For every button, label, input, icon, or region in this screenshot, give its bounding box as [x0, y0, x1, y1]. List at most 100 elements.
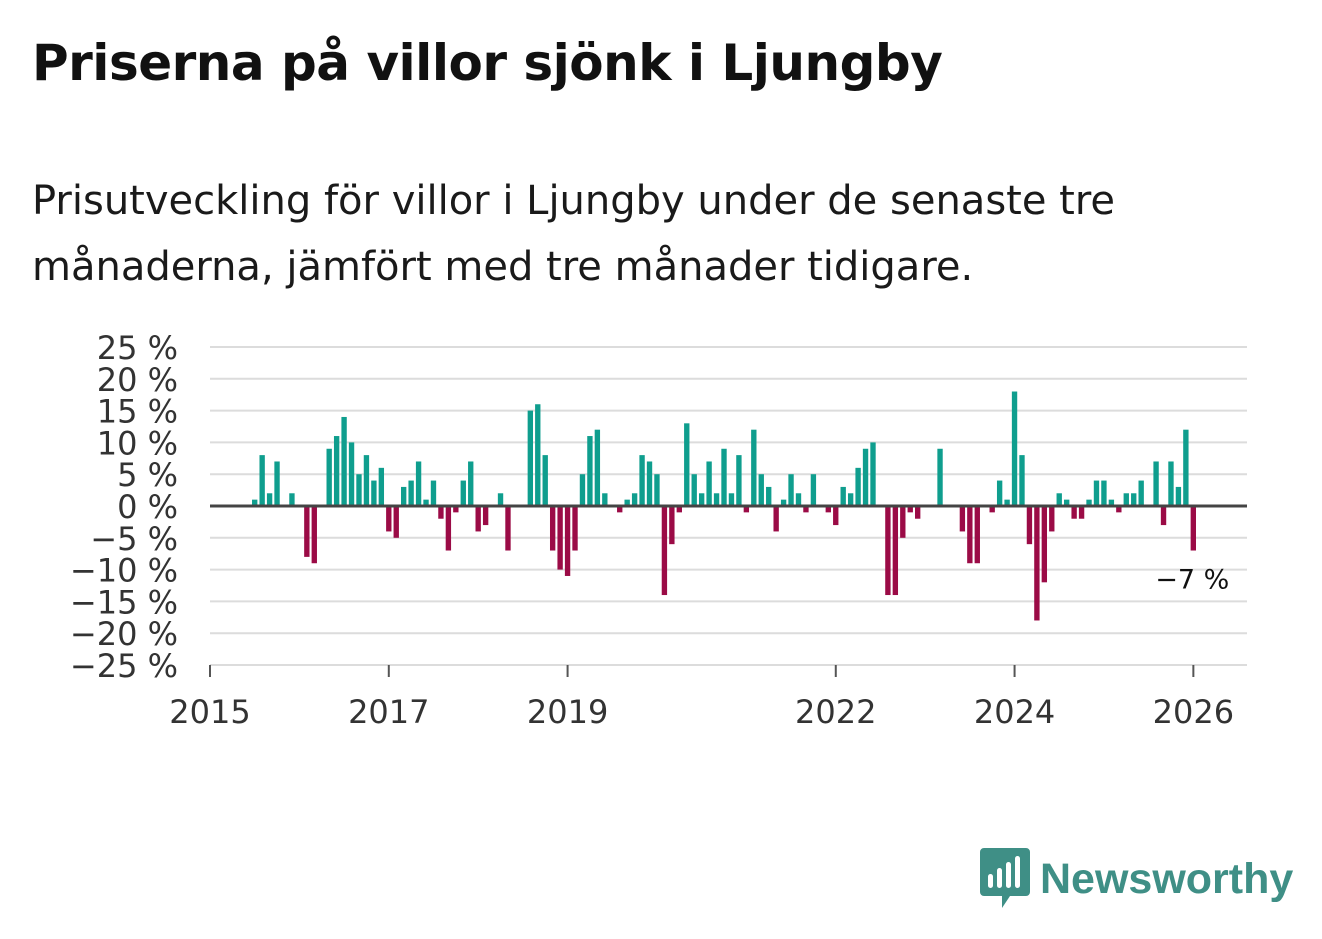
bar	[1004, 499, 1010, 506]
bar	[572, 506, 578, 551]
bar	[661, 506, 668, 596]
bar	[766, 486, 772, 506]
bar	[743, 506, 750, 513]
bar	[974, 506, 980, 564]
bar	[438, 506, 444, 519]
y-tick-label: −20 %	[70, 615, 178, 653]
bar	[1034, 506, 1040, 621]
bar	[639, 455, 645, 506]
bar	[1078, 506, 1085, 519]
bar	[631, 493, 638, 506]
bar	[773, 506, 779, 532]
y-tick-label: −5 %	[90, 520, 178, 558]
bar	[1183, 429, 1189, 506]
y-tick-label: −15 %	[70, 583, 178, 621]
x-tick-label: 2026	[1153, 693, 1234, 731]
bar	[401, 486, 407, 506]
bar	[1049, 506, 1055, 532]
axes	[209, 504, 1247, 677]
bar	[393, 506, 399, 538]
bar	[453, 506, 459, 513]
bar	[885, 506, 891, 596]
bar	[892, 506, 899, 596]
bar	[1071, 506, 1077, 519]
bar	[542, 455, 548, 506]
bar	[311, 506, 317, 564]
bar	[535, 404, 541, 506]
bar	[1175, 486, 1182, 506]
bar	[252, 499, 258, 506]
y-tick-label: 10 %	[97, 424, 178, 462]
bar	[497, 493, 504, 506]
bar	[803, 506, 809, 513]
bar	[408, 480, 414, 506]
bar	[1116, 506, 1122, 513]
bar	[341, 416, 347, 506]
bar	[423, 499, 429, 506]
y-tick-label: −10 %	[70, 552, 178, 590]
bar	[468, 461, 474, 506]
bar	[274, 461, 280, 506]
bar	[1086, 499, 1092, 506]
y-tick-label: 0 %	[117, 488, 178, 526]
bar	[855, 467, 861, 506]
bar	[721, 448, 727, 506]
bar	[646, 461, 653, 506]
bar	[430, 480, 437, 506]
bar	[356, 474, 362, 506]
bar-chart: 25 %20 %15 %10 %5 %0 %−5 %−10 %−15 %−20 …	[70, 329, 1247, 731]
bar	[594, 429, 601, 506]
x-tick-label: 2024	[974, 693, 1055, 731]
bar	[810, 474, 817, 506]
bar	[505, 506, 511, 551]
brand-name: Newsworthy	[1040, 854, 1294, 903]
bar	[1138, 480, 1144, 506]
x-tick-label: 2019	[527, 693, 608, 731]
chart-subtitle: Prisutveckling för villor i Ljungby unde…	[32, 178, 1116, 290]
bar	[482, 506, 489, 526]
bar	[1190, 506, 1196, 551]
bar	[996, 480, 1003, 506]
bar	[266, 493, 273, 506]
bar	[1160, 506, 1167, 526]
bar	[676, 506, 682, 513]
bar	[326, 448, 332, 506]
bar	[758, 474, 764, 506]
bar	[304, 506, 310, 557]
x-tick-label: 2017	[348, 693, 429, 731]
bar	[363, 455, 370, 506]
bar	[989, 506, 995, 513]
bar	[602, 493, 608, 506]
bar	[587, 436, 593, 506]
y-tick-label: 5 %	[117, 456, 178, 494]
bar	[825, 506, 831, 513]
bar	[706, 461, 712, 506]
x-tick-label: 2015	[169, 693, 250, 731]
bar	[713, 493, 720, 506]
bar	[624, 499, 630, 506]
bar	[967, 506, 973, 564]
newsworthy-logo: Newsworthy	[980, 848, 1293, 910]
bar	[371, 480, 377, 506]
y-tick-label: −25 %	[70, 647, 178, 685]
bar	[795, 493, 802, 506]
bar	[475, 506, 481, 532]
bar	[751, 429, 757, 506]
bar	[900, 506, 906, 538]
bar	[847, 493, 854, 506]
bar	[1019, 455, 1025, 506]
newsworthy-logo-icon	[980, 848, 1030, 908]
bar	[907, 506, 913, 513]
bar	[915, 506, 921, 519]
bar	[445, 506, 452, 551]
bar	[348, 442, 355, 506]
bar	[564, 506, 571, 576]
chart-title: Priserna på villor sjönk i Ljungby	[32, 34, 943, 92]
y-tick-label: 25 %	[97, 329, 178, 367]
bar	[1093, 480, 1100, 506]
bar	[1108, 499, 1115, 506]
bar	[691, 474, 697, 506]
bar	[870, 442, 876, 506]
y-tick-label: 20 %	[97, 361, 178, 399]
y-tick-label: 15 %	[97, 393, 178, 431]
